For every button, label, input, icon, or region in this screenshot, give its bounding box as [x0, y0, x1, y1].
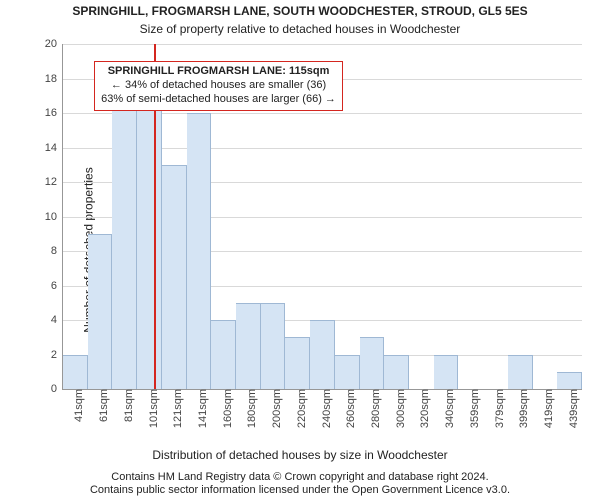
histogram-bar — [162, 165, 187, 389]
histogram-bar — [137, 79, 162, 390]
histogram-bar — [434, 355, 459, 390]
footer-line-2: Contains public sector information licen… — [0, 484, 600, 498]
histogram-bar — [187, 113, 212, 389]
x-tick-label: 260sqm — [345, 389, 357, 428]
x-tick-label: 399sqm — [518, 389, 530, 428]
histogram-bar — [211, 320, 236, 389]
histogram-bar — [335, 355, 360, 390]
x-tick-label: 101sqm — [148, 389, 160, 428]
y-tick-label: 4 — [51, 314, 57, 326]
x-tick-label: 121sqm — [172, 389, 184, 428]
plot-area: 0246810121416182041sqm61sqm81sqm101sqm12… — [62, 44, 582, 390]
y-tick-label: 20 — [45, 38, 57, 50]
x-tick-label: 61sqm — [98, 389, 110, 422]
x-tick-label: 340sqm — [444, 389, 456, 428]
x-tick-label: 81sqm — [123, 389, 135, 422]
y-tick-label: 18 — [45, 73, 57, 85]
x-tick-label: 320sqm — [419, 389, 431, 428]
grid-line — [63, 44, 582, 45]
histogram-bar — [236, 303, 261, 389]
histogram-bar — [63, 355, 88, 390]
x-tick-label: 141sqm — [197, 389, 209, 428]
y-tick-label: 14 — [45, 142, 57, 154]
x-tick-label: 280sqm — [370, 389, 382, 428]
annotation-line-2: ← 34% of detached houses are smaller (36… — [101, 79, 336, 93]
histogram-bar — [88, 234, 113, 389]
x-tick-label: 220sqm — [296, 389, 308, 428]
x-tick-label: 359sqm — [469, 389, 481, 428]
property-size-histogram: SPRINGHILL, FROGMARSH LANE, SOUTH WOODCH… — [0, 0, 600, 500]
x-tick-label: 41sqm — [73, 389, 85, 422]
x-axis-label: Distribution of detached houses by size … — [0, 448, 600, 462]
histogram-bar — [384, 355, 409, 390]
x-tick-label: 419sqm — [543, 389, 555, 428]
histogram-bar — [310, 320, 335, 389]
x-tick-label: 200sqm — [271, 389, 283, 428]
y-tick-label: 16 — [45, 107, 57, 119]
x-tick-label: 180sqm — [246, 389, 258, 428]
chart-subtitle: Size of property relative to detached ho… — [0, 22, 600, 36]
histogram-bar — [112, 96, 137, 389]
annotation-line-3: 63% of semi-detached houses are larger (… — [101, 93, 336, 107]
chart-footer: Contains HM Land Registry data © Crown c… — [0, 471, 600, 499]
x-tick-label: 379sqm — [494, 389, 506, 428]
chart-title-address: SPRINGHILL, FROGMARSH LANE, SOUTH WOODCH… — [0, 4, 600, 18]
histogram-bar — [557, 372, 582, 389]
x-tick-label: 439sqm — [568, 389, 580, 428]
histogram-bar — [508, 355, 533, 390]
histogram-bar — [285, 337, 310, 389]
histogram-bar — [261, 303, 286, 389]
y-tick-label: 12 — [45, 176, 57, 188]
x-tick-label: 240sqm — [321, 389, 333, 428]
footer-line-1: Contains HM Land Registry data © Crown c… — [0, 471, 600, 485]
histogram-bar — [360, 337, 385, 389]
y-tick-label: 6 — [51, 280, 57, 292]
annotation-box: SPRINGHILL FROGMARSH LANE: 115sqm← 34% o… — [94, 61, 343, 110]
y-tick-label: 8 — [51, 245, 57, 257]
y-tick-label: 10 — [45, 211, 57, 223]
y-tick-label: 0 — [51, 383, 57, 395]
y-tick-label: 2 — [51, 349, 57, 361]
x-tick-label: 300sqm — [395, 389, 407, 428]
x-tick-label: 160sqm — [222, 389, 234, 428]
annotation-line-1: SPRINGHILL FROGMARSH LANE: 115sqm — [101, 65, 336, 79]
